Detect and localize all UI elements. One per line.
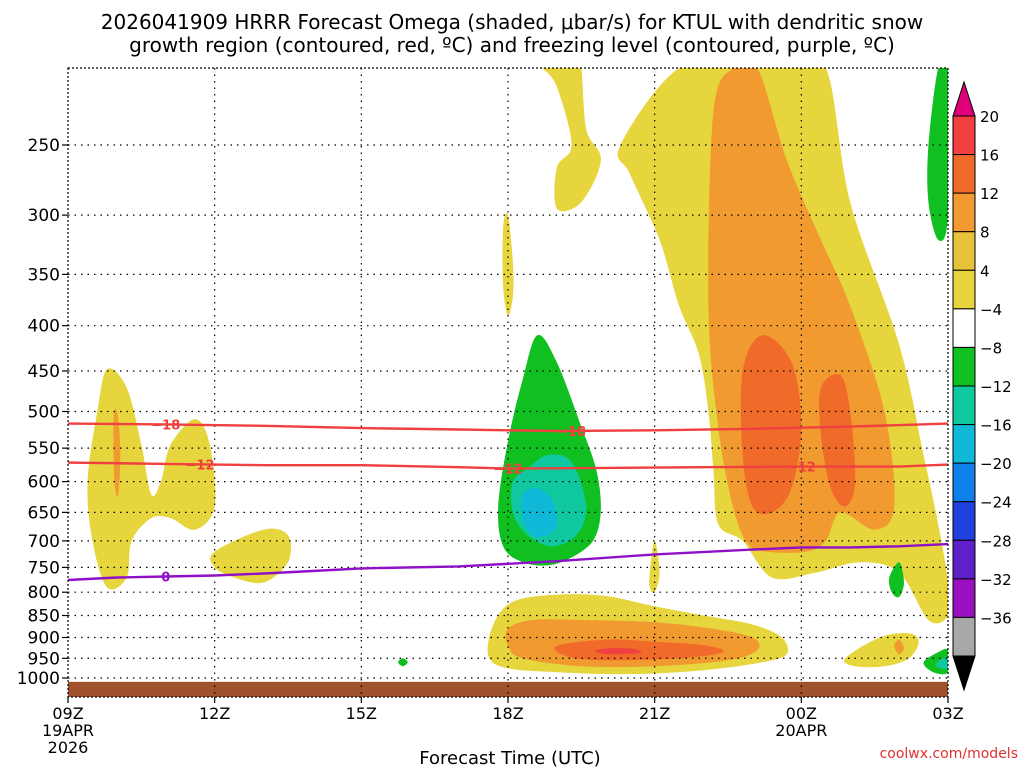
colorbar-label-8: −16 [980,417,1012,435]
y-tick-label-800: 800 [28,583,60,603]
omega-region-low-level-orange-core [554,639,724,661]
colorbar-box-8 [952,424,976,464]
colorbar-box-9 [952,462,976,503]
x-tick-label-21Z: 21Z [639,704,670,723]
contour-label-freezing-level-0: 0 [161,571,170,586]
contour-dgz-minus18 [68,422,948,433]
x-tick-label-09Z: 09Z [52,704,83,723]
contour-label-dgz-minus12-1: −12 [494,463,523,478]
y-tick-label-750: 750 [28,558,60,578]
colorbar-label-6: −8 [980,339,1002,357]
y-tick-label-850: 850 [28,607,60,627]
y-tick-label-650: 650 [28,503,60,523]
x-tick-label-00Z: 00Z [786,704,817,723]
y-tick-label-600: 600 [28,473,60,493]
y-tick-label-500: 500 [28,403,60,423]
x-tick-label-15Z: 15Z [346,704,377,723]
omega-region-green-small-1 [398,658,408,667]
plot-area: −18 −18 −12 −12 −12 0 250 300 350 400 450 500 550 600… [17,67,964,757]
omega-region-orange-core-left [740,335,802,515]
colorbar-box-4 [952,269,976,310]
colorbar-box-0 [952,115,976,156]
chart-title-line2: growth region (contoured, red, ºC) and f… [129,33,895,57]
y-tick-label-1000: 1000 [17,669,60,689]
y-tick-label-550: 550 [28,439,60,459]
contour-freezing-level [68,542,948,582]
omega-region-orange-core-right [819,374,856,507]
y-tick-label-300: 300 [28,206,60,226]
colorbar-label-7: −12 [980,378,1012,396]
contour-label-dgz-minus18-0: −18 [151,418,180,433]
colorbar-box-10 [952,501,976,541]
omega-region-cyan-core [521,487,558,538]
omega-region-small-orange-right-low [894,639,904,655]
y-tick-label-350: 350 [28,265,60,285]
colorbar-label-0: 20 [980,108,999,126]
credit-text: coolwx.com/models [880,746,1018,762]
y-tick-label-900: 900 [28,628,60,648]
colorbar-box-2 [952,192,976,233]
x-tick-label-03Z: 03Z [932,704,963,723]
colorbar-label-13: −36 [980,609,1012,627]
ground-terrain [68,681,948,697]
x-tick-sub2-09Z: 2026 [48,738,89,757]
x-axis-label: Forecast Time (UTC) [419,748,600,768]
x-tick-label-12Z: 12Z [199,704,230,723]
x-tick-label-18Z: 18Z [492,704,523,723]
colorbar-label-12: −32 [980,571,1012,589]
y-tick-label-450: 450 [28,362,60,382]
omega-region-small-yellow-low [210,528,292,584]
y-tick-label-950: 950 [28,649,60,669]
y-tick-label-250: 250 [28,136,60,156]
y-tick-label-400: 400 [28,317,60,337]
colorbar-box-12 [952,578,976,618]
contour-label-dgz-minus12-0: −12 [186,458,215,473]
colorbar-label-10: −24 [980,494,1012,512]
colorbar-label-3: 8 [980,224,990,242]
colorbar-box-1 [952,154,976,194]
x-tick-sub1-09Z: 19APR [42,721,94,740]
plot-layers: −18 −18 −12 −12 −12 0 [68,68,948,697]
colorbar-label-2: 12 [980,185,999,203]
colorbar-box-13 [952,616,976,657]
colorbar-label-11: −28 [980,532,1012,550]
colorbar-label-5: −4 [980,301,1002,319]
omega-region-green-small-2 [888,562,904,598]
colorbar-label-4: 4 [980,262,990,280]
chart-title-line1: 2026041909 HRRR Forecast Omega (shaded, … [101,10,923,34]
omega-region-green-top-right [927,68,948,241]
colorbar-label-1: 16 [980,147,999,165]
colorbar-box-5 [952,308,976,348]
contour-label-dgz-minus18-1: −18 [557,425,586,440]
colorbar-bottom-arrow [952,655,976,692]
omega-region-teal-bottom-right [935,656,948,670]
omega-region-low-level-red-core [595,647,642,655]
colorbar: 20 16 12 8 4 −4 −8 −12 −16 −20 −24 −28 −32 −36 [952,80,1012,692]
y-tick-label-700: 700 [28,532,60,552]
omega-region-upper-yellow-plume [542,68,601,212]
x-tick-sub1-00Z: 20APR [775,721,827,740]
colorbar-box-11 [952,539,976,580]
contour-dgz-minus12 [68,461,948,470]
omega-region-left-orange-sliver [113,408,121,497]
omega-region-small-yellow-blob [502,212,514,317]
colorbar-top-arrow [952,80,976,117]
colorbar-box-6 [952,346,976,387]
colorbar-label-9: −20 [980,455,1012,473]
colorbar-box-7 [952,385,976,426]
contour-label-dgz-minus12-2: −12 [787,461,816,476]
colorbar-box-3 [952,231,976,271]
